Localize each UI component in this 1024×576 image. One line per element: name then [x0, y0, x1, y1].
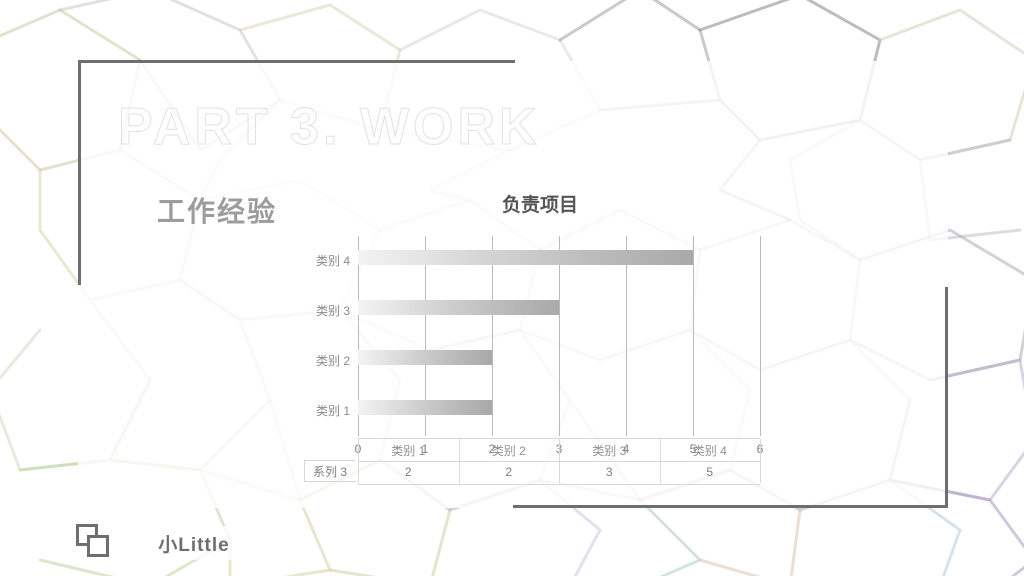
- section-title: 工作经验: [157, 196, 278, 227]
- x-axis-tick-label: 4: [622, 442, 630, 456]
- y-axis-label: 类别 3: [315, 304, 350, 318]
- data-table-value-row: 2 2 3 5: [358, 462, 760, 485]
- x-axis-tick-row: 0123456类别 1类别 2类别 3类别 4: [355, 438, 763, 483]
- chart-bar-row: 类别 3: [316, 286, 760, 336]
- data-table-column-header: 类别 1: [391, 444, 426, 458]
- logo-square-front: [87, 535, 109, 557]
- chart-gridline: [693, 236, 694, 436]
- y-axis-label: 类别 1: [315, 404, 350, 418]
- chart-gridline: [626, 236, 627, 436]
- data-table-column-divider: [659, 439, 661, 483]
- brand-name: 小Little: [158, 535, 230, 556]
- data-table-column-divider: [358, 439, 359, 483]
- content-panel: [78, 61, 948, 508]
- overlapping-squares-icon: [76, 524, 112, 560]
- data-table-cell: 3: [605, 465, 613, 479]
- y-axis-label: 类别 4: [315, 254, 350, 268]
- x-axis-tick-label: 5: [689, 442, 697, 456]
- chart-bar-row: 类别 2: [316, 336, 760, 386]
- part-title: PART 3. WORK: [118, 98, 541, 157]
- data-table-column-divider: [760, 439, 761, 483]
- data-table-row-header-cell: [304, 460, 356, 482]
- chart-bar[interactable]: [358, 400, 492, 415]
- frame-bracket-bottom-right-vertical: [945, 287, 948, 508]
- chart-plot-area: 类别 1 类别 2 类别 3 类别 4: [316, 236, 761, 436]
- data-table-column-header: 类别 3: [592, 444, 627, 458]
- x-axis-tick-label: 2: [488, 442, 496, 456]
- brand-name-backdrop: [118, 526, 270, 560]
- frame-bracket-top-left-vertical: [78, 60, 81, 285]
- y-axis-label: 类别 2: [315, 354, 350, 368]
- chart-bar-row: 类别 1: [316, 386, 760, 436]
- chart-gridline: [358, 236, 359, 436]
- chart-bar[interactable]: [358, 350, 492, 365]
- chart-gridline: [425, 236, 426, 436]
- chart-bar[interactable]: [358, 250, 693, 265]
- frame-bracket-top-left-horizontal: [78, 60, 515, 63]
- chart-gridline: [559, 236, 560, 436]
- data-table-column-header: 类别 2: [491, 444, 526, 458]
- chart-gridline: [492, 236, 493, 436]
- chart-gridline: [760, 236, 761, 436]
- data-table-cell: 5: [706, 465, 714, 479]
- x-axis-tick-label: 1: [421, 442, 429, 456]
- data-table-row-header: 系列 3: [312, 465, 347, 479]
- bar-chart: 负责项目 类别 1类别 2类别 3类别 4 系列 3 0123456类别 1类别…: [300, 190, 780, 490]
- data-table-cell: 2: [404, 465, 412, 479]
- data-table-column-divider: [559, 439, 560, 483]
- data-table-column-divider: [458, 439, 460, 483]
- data-table-column-header: 类别 4: [692, 444, 727, 458]
- chart-bar[interactable]: [358, 300, 559, 315]
- data-table-cell: 2: [505, 465, 513, 479]
- chart-title: 负责项目: [501, 195, 578, 216]
- chart-bar-row: 类别 4: [316, 236, 760, 286]
- frame-bracket-bottom-right-horizontal: [513, 505, 948, 508]
